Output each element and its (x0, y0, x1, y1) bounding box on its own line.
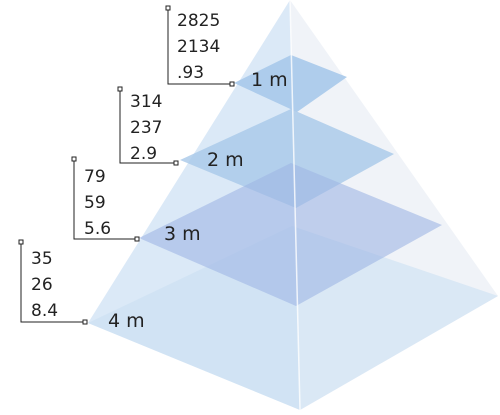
value-4m-3: 8.4 (31, 301, 58, 321)
slice-3m (139, 163, 442, 306)
value-3m-3: 5.6 (84, 219, 111, 239)
leader-end-2m (173, 160, 179, 166)
leader-end-1m (229, 81, 235, 87)
pyramid-ridge (289, 0, 301, 411)
value-3m-2: 59 (84, 193, 106, 213)
leader-start-3m (71, 156, 77, 162)
callout-4m: 35 26 8.4 4 m (18, 239, 145, 332)
value-1m-3: .93 (177, 63, 204, 83)
pyramid-body (88, 0, 498, 411)
level-label-1m: 1 m (251, 69, 288, 91)
value-4m-1: 35 (31, 249, 53, 269)
leader-end-3m (134, 236, 140, 242)
value-2m-2: 237 (130, 118, 162, 138)
leader-4m (20, 242, 85, 323)
slice-1m (234, 55, 347, 112)
callout-1m: 2825 2134 .93 1 m (165, 5, 288, 91)
leader-1m (167, 8, 232, 85)
slice-2m (180, 109, 394, 208)
value-1m-1: 2825 (177, 11, 220, 31)
level-label-2m: 2 m (207, 149, 244, 171)
value-2m-3: 2.9 (130, 144, 157, 164)
level-label-3m: 3 m (164, 223, 201, 245)
leader-start-1m (165, 5, 171, 11)
leader-end-4m (82, 319, 88, 325)
leader-start-2m (117, 86, 123, 92)
pyramid-base (88, 226, 498, 410)
leader-start-4m (18, 239, 24, 245)
leader-3m (73, 159, 137, 240)
value-4m-2: 26 (31, 275, 53, 295)
callout-3m: 79 59 5.6 3 m (71, 156, 201, 245)
leader-2m (119, 89, 176, 164)
value-3m-1: 79 (84, 167, 106, 187)
level-label-4m: 4 m (108, 310, 145, 332)
callout-2m: 314 237 2.9 2 m (117, 86, 244, 171)
value-2m-1: 314 (130, 92, 162, 112)
value-1m-2: 2134 (177, 37, 220, 57)
